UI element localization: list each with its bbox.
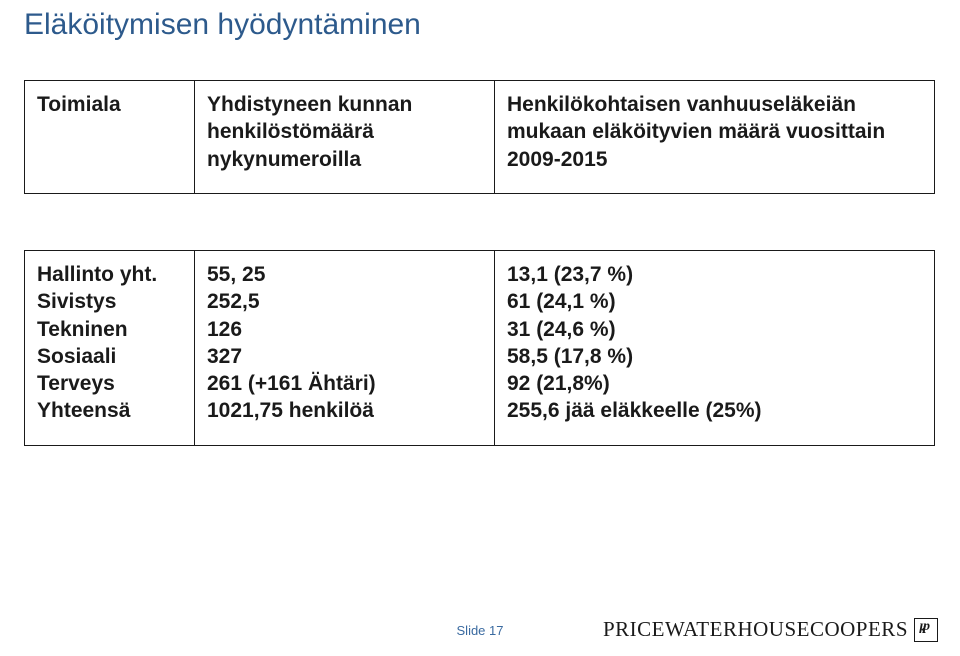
header-table: Toimiala Yhdistyneen kunnanhenkilöstömää… (24, 80, 935, 194)
data-table: Hallinto yht.SivistysTekninenSosiaaliTer… (24, 250, 935, 446)
td-retiring: 13,1 (23,7 %)61 (24,1 %)31 (24,6 %)58,5 … (495, 251, 935, 446)
th-elakoityvien: Henkilökohtaisen vanhuuseläkeiänmukaan e… (495, 81, 935, 194)
th-henkilostomaara: Yhdistyneen kunnanhenkilöstömääränykynum… (195, 81, 495, 194)
table-row: Hallinto yht.SivistysTekninenSosiaaliTer… (25, 251, 935, 446)
th-toimiala: Toimiala (25, 81, 195, 194)
td-counts: 55, 25252,5126327261 (+161 Ähtäri)1021,7… (195, 251, 495, 446)
footer: Slide 17 PRICEWATERHOUSECOOPERS kp (0, 604, 960, 644)
slide-number: Slide 17 (457, 623, 504, 638)
logo-text: PRICEWATERHOUSECOOPERS (603, 617, 908, 642)
td-sectors: Hallinto yht.SivistysTekninenSosiaaliTer… (25, 251, 195, 446)
logo: PRICEWATERHOUSECOOPERS kp (603, 617, 938, 642)
page-title: Eläköitymisen hyödyntäminen (24, 8, 421, 42)
table-row: Toimiala Yhdistyneen kunnanhenkilöstömää… (25, 81, 935, 194)
pwc-box-icon: kp (914, 618, 938, 642)
